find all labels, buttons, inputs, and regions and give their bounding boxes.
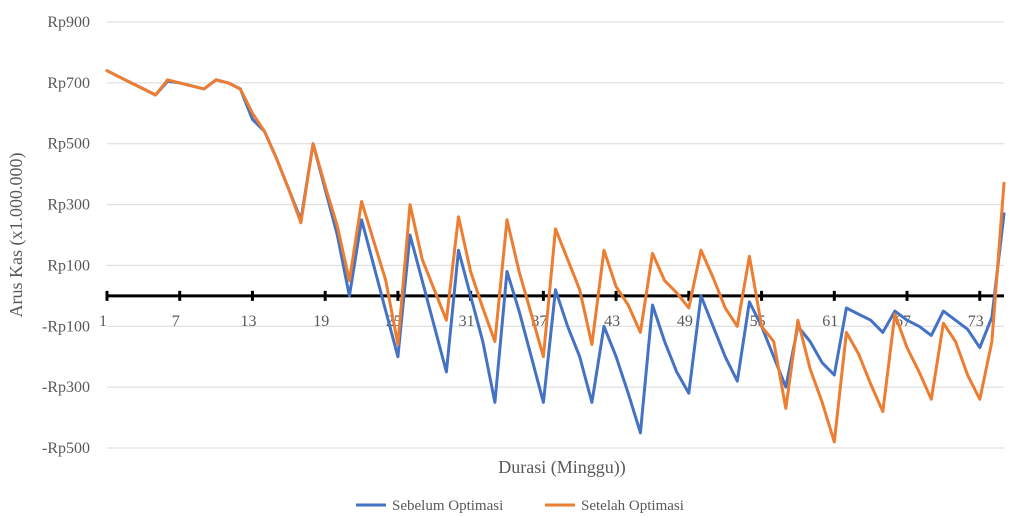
x-tick-label: 73 (968, 313, 984, 330)
y-tick-label: Rp900 (47, 14, 90, 31)
x-tick-label: 19 (313, 313, 329, 330)
x-tick-label: 13 (240, 313, 256, 330)
series-line-sebelum-optimasi (105, 69, 1006, 435)
x-tick-label: 7 (172, 313, 180, 330)
legend-label: Sebelum Optimasi (392, 498, 503, 514)
y-tick-label: Rp700 (47, 75, 90, 92)
x-tick-label: 1 (99, 313, 107, 330)
y-tick-label: Rp100 (47, 257, 90, 274)
legend-label: Setelah Optimasi (581, 498, 684, 514)
y-tick-label: Rp500 (47, 136, 90, 153)
x-axis-title: Durasi (Minggu)) (498, 457, 625, 478)
x-tick-label: 31 (459, 313, 475, 330)
y-tick-label: -Rp100 (42, 318, 90, 335)
x-tick-label: 61 (822, 313, 838, 330)
y-tick-label: Rp300 (47, 197, 90, 214)
y-tick-label: -Rp500 (42, 440, 90, 457)
x-tick-label: 49 (677, 313, 693, 330)
series-line-setelah-optimasi (105, 69, 1006, 444)
y-axis-title: Arus Kas (x1.000.000) (6, 153, 27, 318)
y-tick-label: -Rp300 (42, 379, 90, 396)
x-tick-label: 43 (604, 313, 620, 330)
